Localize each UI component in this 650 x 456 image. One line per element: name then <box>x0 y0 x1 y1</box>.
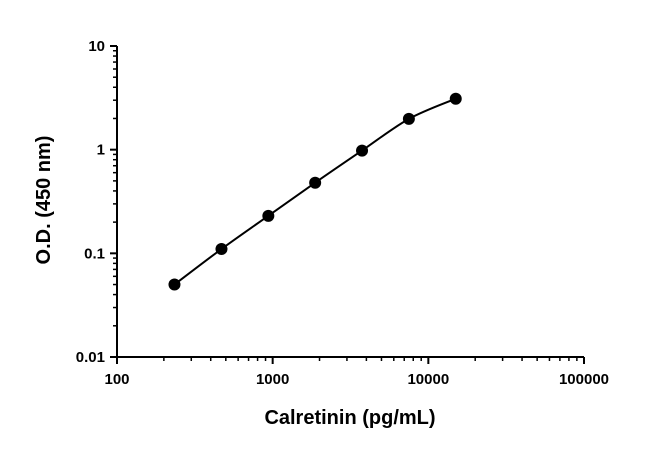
y-tick-label: 0.1 <box>84 245 105 262</box>
y-axis-title: O.D. (450 nm) <box>33 136 55 265</box>
y-tick-label: 10 <box>88 38 105 55</box>
data-point <box>262 209 275 222</box>
fit-curve <box>173 97 457 286</box>
data-point <box>449 92 462 105</box>
y-tick-label: 0.01 <box>76 349 105 366</box>
x-tick-label: 100 <box>104 371 129 388</box>
x-tick-label: 10000 <box>407 371 449 388</box>
x-axis-title: Calretinin (pg/mL) <box>264 407 435 429</box>
y-tick-label: 1 <box>97 142 105 159</box>
data-point <box>309 176 322 189</box>
x-tick-label: 100000 <box>559 371 609 388</box>
data-point <box>168 278 181 291</box>
x-tick-label: 1000 <box>256 371 289 388</box>
data-point <box>215 243 228 256</box>
data-point <box>402 112 415 125</box>
plot-area <box>168 92 462 291</box>
x-axis: 100 1000 10000 100000 <box>104 356 609 388</box>
data-point <box>356 144 369 157</box>
y-axis: 0.01 0.1 1 10 <box>76 38 118 366</box>
